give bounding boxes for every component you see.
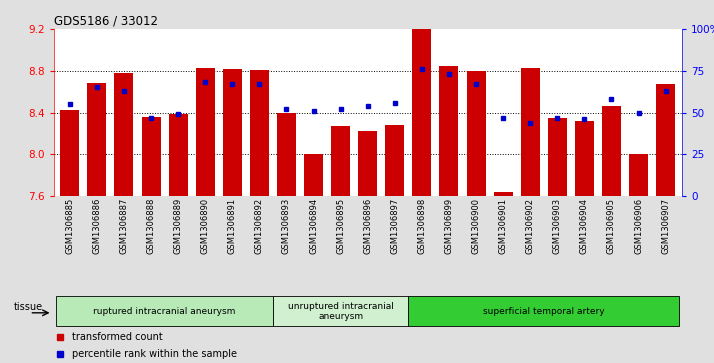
Bar xyxy=(169,114,188,196)
Text: GSM1306889: GSM1306889 xyxy=(174,198,183,254)
Bar xyxy=(521,68,540,196)
Text: transformed count: transformed count xyxy=(72,332,164,342)
Text: GSM1306898: GSM1306898 xyxy=(418,198,426,254)
Text: GSM1306907: GSM1306907 xyxy=(661,198,670,254)
Bar xyxy=(548,118,567,196)
Bar xyxy=(408,297,679,326)
Bar xyxy=(304,154,323,196)
Bar xyxy=(413,29,431,196)
Bar xyxy=(386,125,404,196)
Bar xyxy=(141,117,161,196)
Bar xyxy=(250,70,269,196)
Bar xyxy=(223,69,242,196)
Bar xyxy=(277,113,296,196)
Text: GSM1306897: GSM1306897 xyxy=(391,198,399,254)
Bar xyxy=(60,110,79,196)
Text: GSM1306904: GSM1306904 xyxy=(580,198,589,254)
Bar xyxy=(114,73,134,196)
Text: GSM1306893: GSM1306893 xyxy=(282,198,291,254)
Text: GSM1306890: GSM1306890 xyxy=(201,198,210,254)
Text: GSM1306906: GSM1306906 xyxy=(634,198,643,254)
Bar xyxy=(602,106,621,196)
Text: GSM1306891: GSM1306891 xyxy=(228,198,237,254)
Bar xyxy=(331,126,350,196)
Text: tissue: tissue xyxy=(14,302,43,312)
Bar xyxy=(466,71,486,196)
Bar xyxy=(196,68,215,196)
Bar xyxy=(493,192,513,196)
Text: GSM1306899: GSM1306899 xyxy=(444,198,453,254)
Text: GSM1306885: GSM1306885 xyxy=(65,198,74,254)
Text: ruptured intracranial aneurysm: ruptured intracranial aneurysm xyxy=(94,307,236,316)
Bar xyxy=(656,84,675,196)
Bar xyxy=(56,297,273,326)
Text: GSM1306896: GSM1306896 xyxy=(363,198,372,254)
Bar xyxy=(575,121,594,196)
Text: GSM1306902: GSM1306902 xyxy=(526,198,535,254)
Text: superficial temporal artery: superficial temporal artery xyxy=(483,307,605,316)
Text: GSM1306894: GSM1306894 xyxy=(309,198,318,254)
Bar xyxy=(87,83,106,196)
Bar xyxy=(358,131,377,196)
Text: GSM1306900: GSM1306900 xyxy=(471,198,481,254)
Text: percentile rank within the sample: percentile rank within the sample xyxy=(72,349,237,359)
Bar xyxy=(273,297,408,326)
Text: GSM1306905: GSM1306905 xyxy=(607,198,616,254)
Text: GSM1306888: GSM1306888 xyxy=(146,198,156,254)
Text: GSM1306892: GSM1306892 xyxy=(255,198,264,254)
Text: GSM1306886: GSM1306886 xyxy=(92,198,101,254)
Text: GSM1306887: GSM1306887 xyxy=(119,198,129,254)
Text: GDS5186 / 33012: GDS5186 / 33012 xyxy=(54,15,158,28)
Text: GSM1306895: GSM1306895 xyxy=(336,198,345,254)
Text: GSM1306901: GSM1306901 xyxy=(498,198,508,254)
Bar xyxy=(440,66,458,196)
Bar xyxy=(629,154,648,196)
Text: unruptured intracranial
aneurysm: unruptured intracranial aneurysm xyxy=(288,302,393,321)
Text: GSM1306903: GSM1306903 xyxy=(553,198,562,254)
